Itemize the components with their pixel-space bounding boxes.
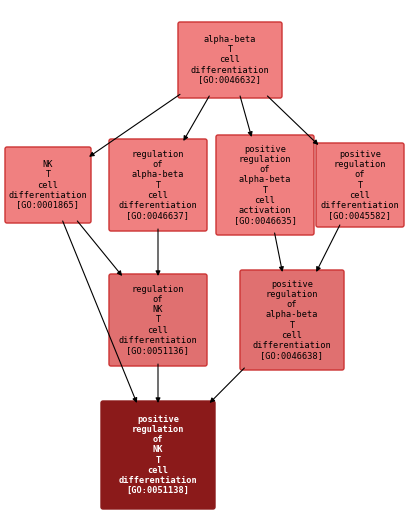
- Text: regulation
of
NK
T
cell
differentiation
[GO:0051136]: regulation of NK T cell differentiation …: [119, 285, 197, 355]
- Text: alpha-beta
T
cell
differentiation
[GO:0046632]: alpha-beta T cell differentiation [GO:00…: [191, 36, 269, 84]
- FancyBboxPatch shape: [109, 139, 207, 231]
- FancyBboxPatch shape: [316, 143, 404, 227]
- FancyBboxPatch shape: [216, 135, 314, 235]
- FancyBboxPatch shape: [178, 22, 282, 98]
- Text: positive
regulation
of
T
cell
differentiation
[GO:0045582]: positive regulation of T cell differenti…: [321, 150, 399, 220]
- FancyBboxPatch shape: [101, 401, 215, 509]
- FancyBboxPatch shape: [109, 274, 207, 366]
- Text: positive
regulation
of
alpha-beta
T
cell
differentiation
[GO:0046638]: positive regulation of alpha-beta T cell…: [253, 280, 331, 359]
- Text: positive
regulation
of
NK
T
cell
differentiation
[GO:0051138]: positive regulation of NK T cell differe…: [119, 415, 197, 495]
- FancyBboxPatch shape: [5, 147, 91, 223]
- Text: positive
regulation
of
alpha-beta
T
cell
activation
[GO:0046635]: positive regulation of alpha-beta T cell…: [234, 145, 296, 225]
- Text: regulation
of
alpha-beta
T
cell
differentiation
[GO:0046637]: regulation of alpha-beta T cell differen…: [119, 150, 197, 220]
- FancyBboxPatch shape: [240, 270, 344, 370]
- Text: NK
T
cell
differentiation
[GO:0001865]: NK T cell differentiation [GO:0001865]: [9, 160, 87, 210]
